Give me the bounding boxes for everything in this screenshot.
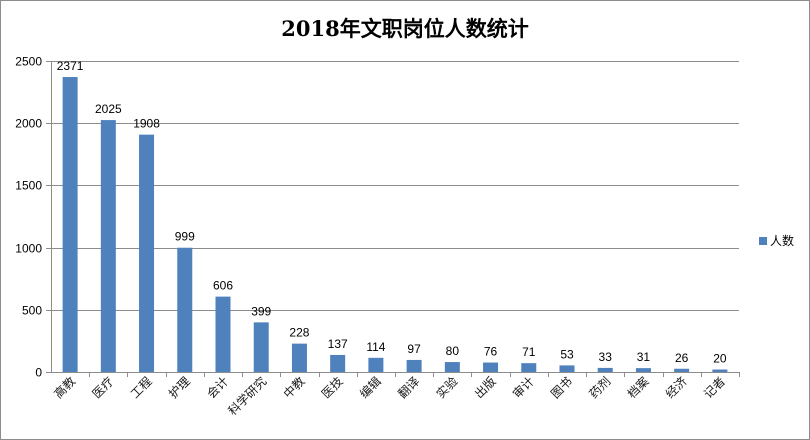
legend-label: 人数	[770, 233, 794, 248]
data-label: 26	[675, 351, 689, 365]
gridlines	[51, 61, 739, 311]
data-label: 31	[637, 350, 651, 364]
x-tick-label: 翻译	[395, 374, 422, 401]
data-label: 71	[522, 345, 536, 359]
bar	[100, 120, 116, 372]
x-tick-label: 医技	[319, 374, 346, 401]
data-label: 53	[560, 347, 574, 361]
x-tick-label: 工程	[127, 374, 155, 402]
x-tick-label: 药剂	[586, 374, 614, 402]
bar	[674, 368, 690, 372]
x-tick-label: 会计	[204, 374, 231, 401]
data-label: 2025	[95, 102, 122, 116]
bar	[62, 77, 78, 372]
x-tick-label: 护理	[166, 374, 193, 401]
x-tick-label: 医疗	[90, 374, 117, 401]
data-label: 399	[251, 304, 271, 318]
bar	[521, 363, 537, 372]
x-tick-label: 高教	[51, 374, 79, 402]
data-label: 97	[407, 342, 421, 356]
y-axis-tick-labels: 0 500 1000 1500 2000 2500	[15, 55, 42, 380]
data-label: 137	[328, 337, 348, 351]
x-tick-label: 中教	[280, 374, 308, 402]
bar	[483, 362, 499, 372]
bar	[406, 359, 422, 372]
bar	[330, 354, 346, 372]
bar	[139, 134, 155, 372]
data-label: 114	[366, 340, 385, 354]
data-label: 20	[713, 352, 727, 366]
bar	[291, 343, 307, 372]
bars	[62, 77, 728, 372]
bar	[635, 368, 651, 372]
bar	[444, 362, 460, 372]
y-tick-label: 2000	[15, 117, 42, 131]
bar	[215, 296, 231, 372]
chart-title: 2018年文职岗位人数统计	[281, 16, 528, 41]
data-label: 33	[599, 350, 613, 364]
data-label: 228	[289, 326, 309, 340]
legend: 人数	[759, 233, 794, 248]
x-tick-label: 编辑	[356, 374, 384, 402]
x-tick-label: 记者	[701, 374, 728, 401]
y-tick-label: 1000	[15, 242, 42, 256]
data-label: 999	[175, 230, 195, 244]
x-tick-label: 图书	[548, 374, 575, 401]
data-label: 606	[213, 279, 233, 293]
data-label: 76	[484, 345, 498, 359]
bar	[368, 357, 384, 372]
x-tick-label: 出版	[472, 374, 499, 401]
bar	[712, 369, 728, 372]
data-label: 1908	[133, 117, 160, 131]
bar	[177, 247, 193, 372]
data-label: 80	[446, 344, 460, 358]
legend-swatch	[759, 237, 767, 245]
bar	[597, 367, 613, 372]
y-tick-label: 0	[35, 366, 42, 380]
bar	[253, 322, 269, 372]
y-tick-label: 500	[22, 304, 42, 318]
x-tick-label: 实验	[433, 374, 461, 402]
y-tick-label: 1500	[15, 179, 42, 193]
x-tick-label: 审计	[509, 374, 537, 402]
data-labels: 2371 2025 1908 999 606 399 228 137 114 97 80 76 71 53…	[57, 59, 727, 365]
x-tick-label: 科学研究	[225, 374, 270, 419]
y-tick-label: 2500	[15, 55, 42, 69]
data-label: 2371	[57, 59, 84, 73]
bar	[559, 365, 575, 372]
axes	[46, 61, 740, 377]
x-tick-label: 档案	[624, 374, 652, 402]
x-tick-label: 经济	[662, 374, 690, 402]
